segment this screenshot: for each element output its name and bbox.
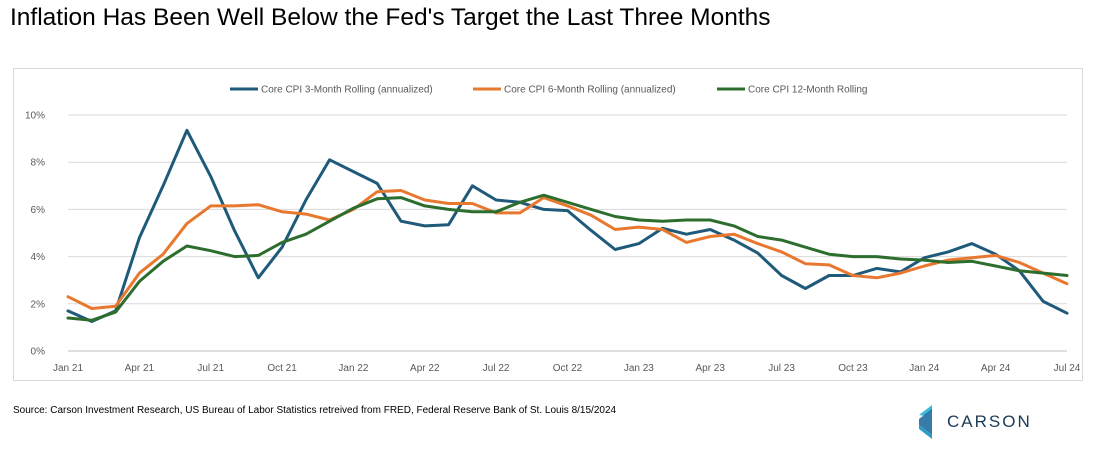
x-tick-label: Oct 23 xyxy=(838,363,868,374)
x-tick-label: Jul 21 xyxy=(197,363,224,374)
x-tick-label: Oct 21 xyxy=(267,363,297,374)
page-title: Inflation Has Been Well Below the Fed's … xyxy=(10,4,771,31)
x-tick-label: Oct 22 xyxy=(553,363,583,374)
y-tick-label: 6% xyxy=(31,205,46,216)
series-line-3 xyxy=(66,193,1069,322)
y-tick-label: 8% xyxy=(31,158,46,169)
line-chart: 0% 2% 4% 6% 8% 10% Jan 21 Apr 21 Jul 21 Oct 21 Jan… xyxy=(25,85,1081,375)
y-tick-label: 4% xyxy=(31,252,46,263)
series-line-2 xyxy=(66,189,1069,310)
x-tick-label: Apr 24 xyxy=(981,363,1011,374)
x-tick-label: Jan 23 xyxy=(624,363,654,374)
y-tick-label: 2% xyxy=(31,299,46,310)
x-tick-label: Apr 21 xyxy=(125,363,155,374)
legend-label-2: Core CPI 6-Month Rolling (annualized) xyxy=(504,85,676,96)
x-tick-label: Jan 21 xyxy=(53,363,83,374)
logo-wordmark: CARSON xyxy=(947,412,1032,431)
chart-frame: 0% 2% 4% 6% 8% 10% Jan 21 Apr 21 Jul 21 Oct 21 Jan… xyxy=(13,68,1083,381)
x-tick-label: Jul 23 xyxy=(768,363,795,374)
y-tick-label: 0% xyxy=(31,347,46,358)
x-tick-label: Jan 24 xyxy=(909,363,939,374)
x-tick-label: Jan 22 xyxy=(338,363,368,374)
source-note: Source: Carson Investment Research, US B… xyxy=(13,405,617,416)
carson-chevron-logo-icon xyxy=(919,405,932,439)
series-line-1 xyxy=(66,128,1069,323)
x-tick-label: Jul 22 xyxy=(483,363,510,374)
x-tick-label: Jul 24 xyxy=(1054,363,1081,374)
y-tick-label: 10% xyxy=(25,111,45,122)
legend-label-1: Core CPI 3-Month Rolling (annualized) xyxy=(261,85,433,96)
legend-label-3: Core CPI 12-Month Rolling xyxy=(748,85,868,96)
x-tick-label: Apr 22 xyxy=(410,363,440,374)
x-tick-label: Apr 23 xyxy=(695,363,725,374)
carson-logo: CARSON xyxy=(917,405,1037,441)
